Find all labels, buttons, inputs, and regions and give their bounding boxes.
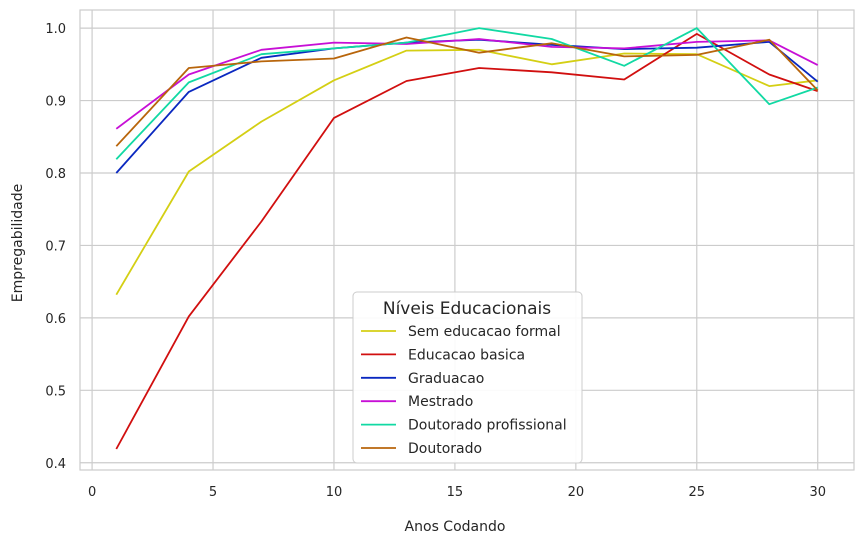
x-tick-label: 30 (809, 485, 826, 500)
x-tick-label: 15 (447, 485, 464, 500)
legend-entry-label: Doutorado profissional (408, 418, 567, 434)
legend-entry-label: Mestrado (408, 394, 473, 410)
plot-frame (79, 9, 855, 471)
y-tick-label: 0.7 (45, 239, 66, 254)
legend-entry-label: Graduacao (408, 371, 484, 387)
legend-box (352, 291, 583, 464)
y-tick-label: 0.5 (45, 384, 66, 399)
x-tick-labels: 0 5 10 15 20 25 30 (88, 485, 826, 500)
x-tick-label: 5 (209, 485, 217, 500)
legend-entry-label: Doutorado (408, 441, 482, 457)
series-line-4 (115, 38, 819, 130)
y-tick-label: 0.9 (45, 95, 66, 110)
legend-title: Níveis Educacionais (383, 299, 551, 319)
y-axis-label: Empregabilidade (10, 184, 26, 302)
x-tick-label: 10 (326, 485, 343, 500)
y-tick-label: 1.0 (45, 22, 66, 37)
x-tick-label: 25 (689, 485, 706, 500)
y-tick-label: 0.8 (45, 167, 66, 182)
x-tick-label: 0 (88, 485, 96, 500)
y-tick-label: 0.6 (45, 312, 66, 327)
legend-entry-label: Educacao basica (408, 347, 525, 363)
series-line-2 (115, 33, 818, 450)
legend: Níveis Educacionais Sem educacao formal E… (352, 291, 583, 464)
y-tick-label: 0.4 (45, 457, 66, 472)
series-lines (115, 27, 819, 450)
series-line-6 (115, 36, 819, 147)
x-tick-label: 20 (568, 485, 585, 500)
series-line-5 (115, 27, 818, 160)
x-axis-label: Anos Codando (405, 519, 506, 535)
y-tick-labels: 0.4 0.5 0.6 0.7 0.8 0.9 1.0 (45, 22, 66, 472)
legend-entry-label: Sem educacao formal (408, 324, 561, 340)
grid (80, 10, 854, 470)
legend-entries: Sem educacao formal Educacao basica Gradua… (361, 324, 567, 457)
series-line-1 (115, 48, 818, 296)
series-line-3 (115, 38, 819, 174)
